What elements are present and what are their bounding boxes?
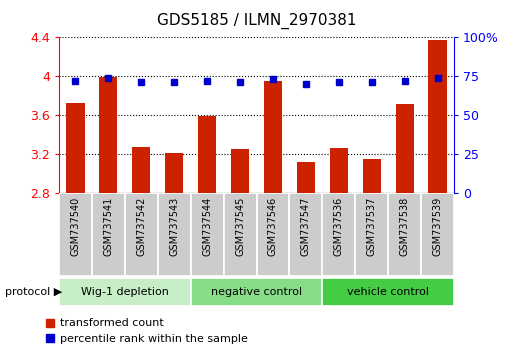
Bar xyxy=(165,153,183,193)
Bar xyxy=(198,116,216,193)
Legend: transformed count, percentile rank within the sample: transformed count, percentile rank withi… xyxy=(42,314,253,348)
Bar xyxy=(191,278,322,306)
Text: GSM737539: GSM737539 xyxy=(432,197,443,256)
Bar xyxy=(59,193,92,276)
Bar xyxy=(256,193,289,276)
Text: GSM737543: GSM737543 xyxy=(169,197,179,256)
Text: GSM737546: GSM737546 xyxy=(268,197,278,256)
Bar xyxy=(224,193,256,276)
Bar xyxy=(158,193,191,276)
Bar xyxy=(363,159,381,193)
Text: negative control: negative control xyxy=(211,287,302,297)
Text: GSM737541: GSM737541 xyxy=(104,197,113,256)
Text: GSM737540: GSM737540 xyxy=(70,197,81,256)
Bar xyxy=(421,193,454,276)
Bar xyxy=(59,278,191,306)
Text: GSM737547: GSM737547 xyxy=(301,197,311,256)
Text: Wig-1 depletion: Wig-1 depletion xyxy=(81,287,169,297)
Bar xyxy=(100,77,117,193)
Bar xyxy=(388,193,421,276)
Bar xyxy=(191,193,224,276)
Bar xyxy=(231,149,249,193)
Bar xyxy=(322,193,355,276)
Text: protocol ▶: protocol ▶ xyxy=(5,287,63,297)
Text: GSM737538: GSM737538 xyxy=(400,197,409,256)
Bar xyxy=(125,193,158,276)
Bar xyxy=(264,81,282,193)
Bar xyxy=(428,40,447,193)
Text: GSM737545: GSM737545 xyxy=(235,197,245,256)
Bar xyxy=(66,103,85,193)
Text: GSM737544: GSM737544 xyxy=(202,197,212,256)
Text: GSM737537: GSM737537 xyxy=(367,197,377,256)
Bar xyxy=(92,193,125,276)
Bar xyxy=(355,193,388,276)
Bar xyxy=(330,148,348,193)
Text: vehicle control: vehicle control xyxy=(347,287,429,297)
Text: GSM737536: GSM737536 xyxy=(334,197,344,256)
Bar xyxy=(322,278,454,306)
Bar xyxy=(289,193,322,276)
Bar xyxy=(396,104,413,193)
Text: GDS5185 / ILMN_2970381: GDS5185 / ILMN_2970381 xyxy=(157,12,356,29)
Bar xyxy=(297,162,315,193)
Text: GSM737542: GSM737542 xyxy=(136,197,146,256)
Bar xyxy=(132,147,150,193)
